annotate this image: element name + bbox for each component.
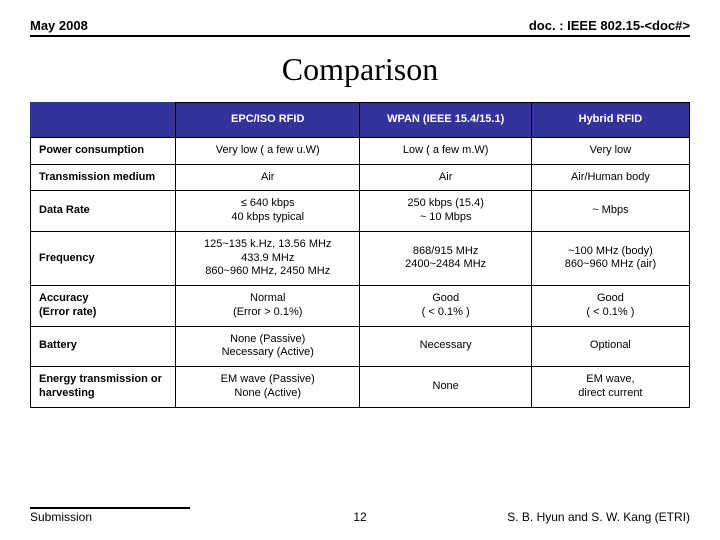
footer-right: S. B. Hyun and S. W. Kang (ETRI): [507, 510, 690, 524]
table-cell: Good( < 0.1% ): [360, 286, 531, 327]
table-cell: Very low ( a few u.W): [175, 137, 360, 164]
table-cell: Necessary: [360, 326, 531, 367]
table-row: Frequency125~135 k.Hz, 13.56 MHz433.9 MH…: [31, 231, 690, 285]
row-header: Data Rate: [31, 191, 176, 232]
footer-center: 12: [353, 510, 366, 524]
table-cell: ≤ 640 kbps40 kbps typical: [175, 191, 360, 232]
table-cell: None: [360, 367, 531, 408]
table-cell: EM wave (Passive)None (Active): [175, 367, 360, 408]
table-row: Transmission mediumAirAirAir/Human body: [31, 164, 690, 191]
table-cell: Air: [360, 164, 531, 191]
table-cell: EM wave,direct current: [531, 367, 689, 408]
table-row: Accuracy(Error rate)Normal(Error > 0.1%)…: [31, 286, 690, 327]
column-header: Hybrid RFID: [531, 103, 689, 138]
row-header: Accuracy(Error rate): [31, 286, 176, 327]
table-cell: Air/Human body: [531, 164, 689, 191]
table-cell: 250 kbps (15.4)~ 10 Mbps: [360, 191, 531, 232]
table-cell: 125~135 k.Hz, 13.56 MHz433.9 MHz860~960 …: [175, 231, 360, 285]
row-header: Power consumption: [31, 137, 176, 164]
comparison-table: EPC/ISO RFIDWPAN (IEEE 15.4/15.1)Hybrid …: [30, 102, 690, 408]
table-corner: [31, 103, 176, 138]
table-cell: 868/915 MHz2400~2484 MHz: [360, 231, 531, 285]
table-cell: Good( < 0.1% ): [531, 286, 689, 327]
table-cell: ~100 MHz (body)860~960 MHz (air): [531, 231, 689, 285]
row-header: Battery: [31, 326, 176, 367]
row-header: Frequency: [31, 231, 176, 285]
table-cell: ~ Mbps: [531, 191, 689, 232]
table-row: Energy transmission or harvestingEM wave…: [31, 367, 690, 408]
table-cell: Very low: [531, 137, 689, 164]
table-row: BatteryNone (Passive)Necessary (Active)N…: [31, 326, 690, 367]
table-cell: Low ( a few m.W): [360, 137, 531, 164]
footer-left: Submission: [30, 507, 190, 524]
header-left: May 2008: [30, 18, 88, 33]
footer: Submission 12 S. B. Hyun and S. W. Kang …: [30, 507, 690, 524]
table-cell: Optional: [531, 326, 689, 367]
table-head: EPC/ISO RFIDWPAN (IEEE 15.4/15.1)Hybrid …: [31, 103, 690, 138]
row-header: Transmission medium: [31, 164, 176, 191]
header-right: doc. : IEEE 802.15-<doc#>: [529, 18, 690, 33]
table-body: Power consumptionVery low ( a few u.W)Lo…: [31, 137, 690, 407]
column-header: EPC/ISO RFID: [175, 103, 360, 138]
table-cell: Normal(Error > 0.1%): [175, 286, 360, 327]
column-header: WPAN (IEEE 15.4/15.1): [360, 103, 531, 138]
page-title: Comparison: [30, 51, 690, 88]
table-row: Data Rate≤ 640 kbps40 kbps typical250 kb…: [31, 191, 690, 232]
row-header: Energy transmission or harvesting: [31, 367, 176, 408]
table-cell: None (Passive)Necessary (Active): [175, 326, 360, 367]
header: May 2008 doc. : IEEE 802.15-<doc#>: [30, 18, 690, 37]
table-row: Power consumptionVery low ( a few u.W)Lo…: [31, 137, 690, 164]
table-cell: Air: [175, 164, 360, 191]
